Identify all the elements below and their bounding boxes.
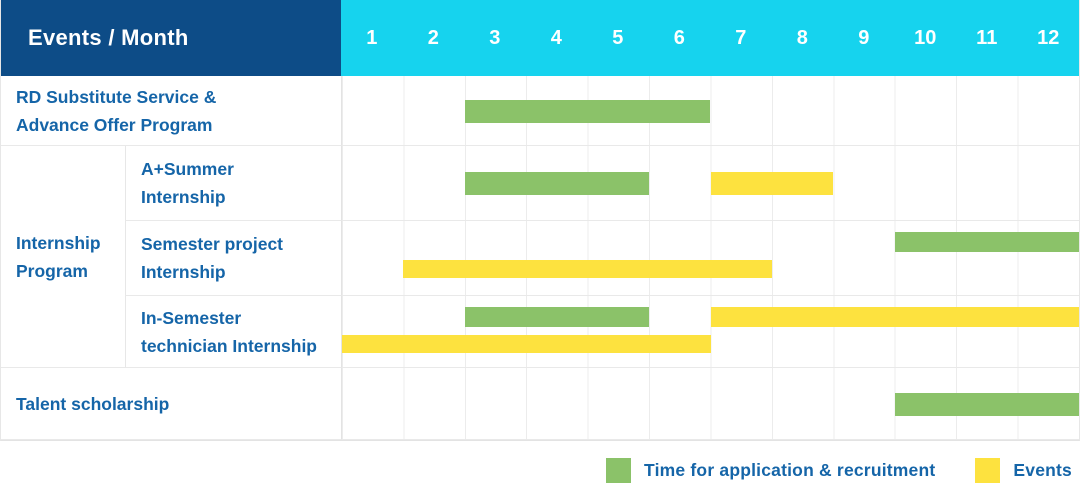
row-label-rd-substitute: RD Substitute Service & Advance Offer Pr… <box>1 76 341 146</box>
month-header-12: 12 <box>1017 0 1079 76</box>
row-label-a-plus-summer: A+Summer Internship <box>125 146 341 221</box>
legend-swatch-yellow-icon <box>975 457 1001 483</box>
row-label-line: In-Semester <box>141 307 242 328</box>
month-label: 8 <box>796 26 808 49</box>
gantt-table: Events / Month 1 2 3 4 5 6 7 8 9 10 11 1… <box>0 0 1080 441</box>
month-label: 10 <box>914 26 937 49</box>
month-label: 5 <box>612 26 624 49</box>
month-label: 2 <box>427 26 439 49</box>
month-header-11: 11 <box>956 0 1018 76</box>
gantt-bar-recruitment <box>464 307 650 327</box>
timeline-track-in-semester-technician <box>341 296 1079 368</box>
gantt-bar-events <box>710 172 834 195</box>
legend-label-recruitment: Time for application & recruitment <box>644 459 936 480</box>
month-label: 3 <box>489 26 501 49</box>
month-header-7: 7 <box>710 0 772 76</box>
month-header-4: 4 <box>525 0 587 76</box>
group-label-internship-program: Internship Program <box>1 146 125 368</box>
timeline-track-a-plus-summer <box>341 146 1079 221</box>
month-header-3: 3 <box>464 0 526 76</box>
month-label: 4 <box>550 26 562 49</box>
gantt-bar-events <box>710 307 1079 327</box>
month-header-10: 10 <box>894 0 956 76</box>
group-label-line: Internship <box>16 232 101 253</box>
timeline-track-talent-scholarship <box>341 368 1079 440</box>
month-label: 9 <box>858 26 870 49</box>
row-label-line: Semester project <box>141 234 284 254</box>
row-label-in-semester-technician: In-Semester technician Internship <box>125 296 341 368</box>
legend-item-events: Events <box>975 457 1072 483</box>
row-label-line: RD Substitute Service & <box>16 86 217 107</box>
gantt-bar-events <box>342 335 711 353</box>
month-label: 11 <box>976 26 998 49</box>
month-label: 12 <box>1037 26 1060 49</box>
gantt-bar-recruitment <box>464 99 711 123</box>
gantt-bar-recruitment <box>894 392 1079 416</box>
row-label-line: technician Internship <box>141 335 317 356</box>
row-label-line: Internship <box>141 262 226 282</box>
gantt-bar-recruitment <box>464 172 650 195</box>
header-title-text: Events / Month <box>28 25 189 50</box>
month-header-1: 1 <box>341 0 403 76</box>
timeline-track-rd-substitute <box>341 76 1079 146</box>
month-header-9: 9 <box>833 0 895 76</box>
gantt-bar-recruitment <box>894 232 1079 252</box>
month-header-2: 2 <box>402 0 464 76</box>
row-label-line: Talent scholarship <box>16 393 170 414</box>
month-header-6: 6 <box>648 0 710 76</box>
legend-item-recruitment: Time for application & recruitment <box>606 457 936 483</box>
row-label-line: Internship <box>141 187 226 207</box>
month-header-8: 8 <box>771 0 833 76</box>
legend-swatch-green-icon <box>606 457 632 483</box>
month-header-5: 5 <box>587 0 649 76</box>
month-label: 1 <box>366 26 378 49</box>
month-label: 7 <box>735 26 747 49</box>
legend-label-events: Events <box>1013 459 1072 480</box>
row-label-line: Advance Offer Program <box>16 114 213 135</box>
row-label-talent-scholarship: Talent scholarship <box>1 368 341 440</box>
row-label-semester-project: Semester project Internship <box>125 221 341 296</box>
legend: Time for application & recruitment Event… <box>0 454 1072 486</box>
table-header-title: Events / Month <box>1 0 341 76</box>
row-label-line: A+Summer <box>141 159 234 179</box>
timeline-track-semester-project <box>341 221 1079 296</box>
group-label-line: Program <box>16 260 88 281</box>
month-label: 6 <box>673 26 685 49</box>
gantt-bar-events <box>403 260 772 278</box>
